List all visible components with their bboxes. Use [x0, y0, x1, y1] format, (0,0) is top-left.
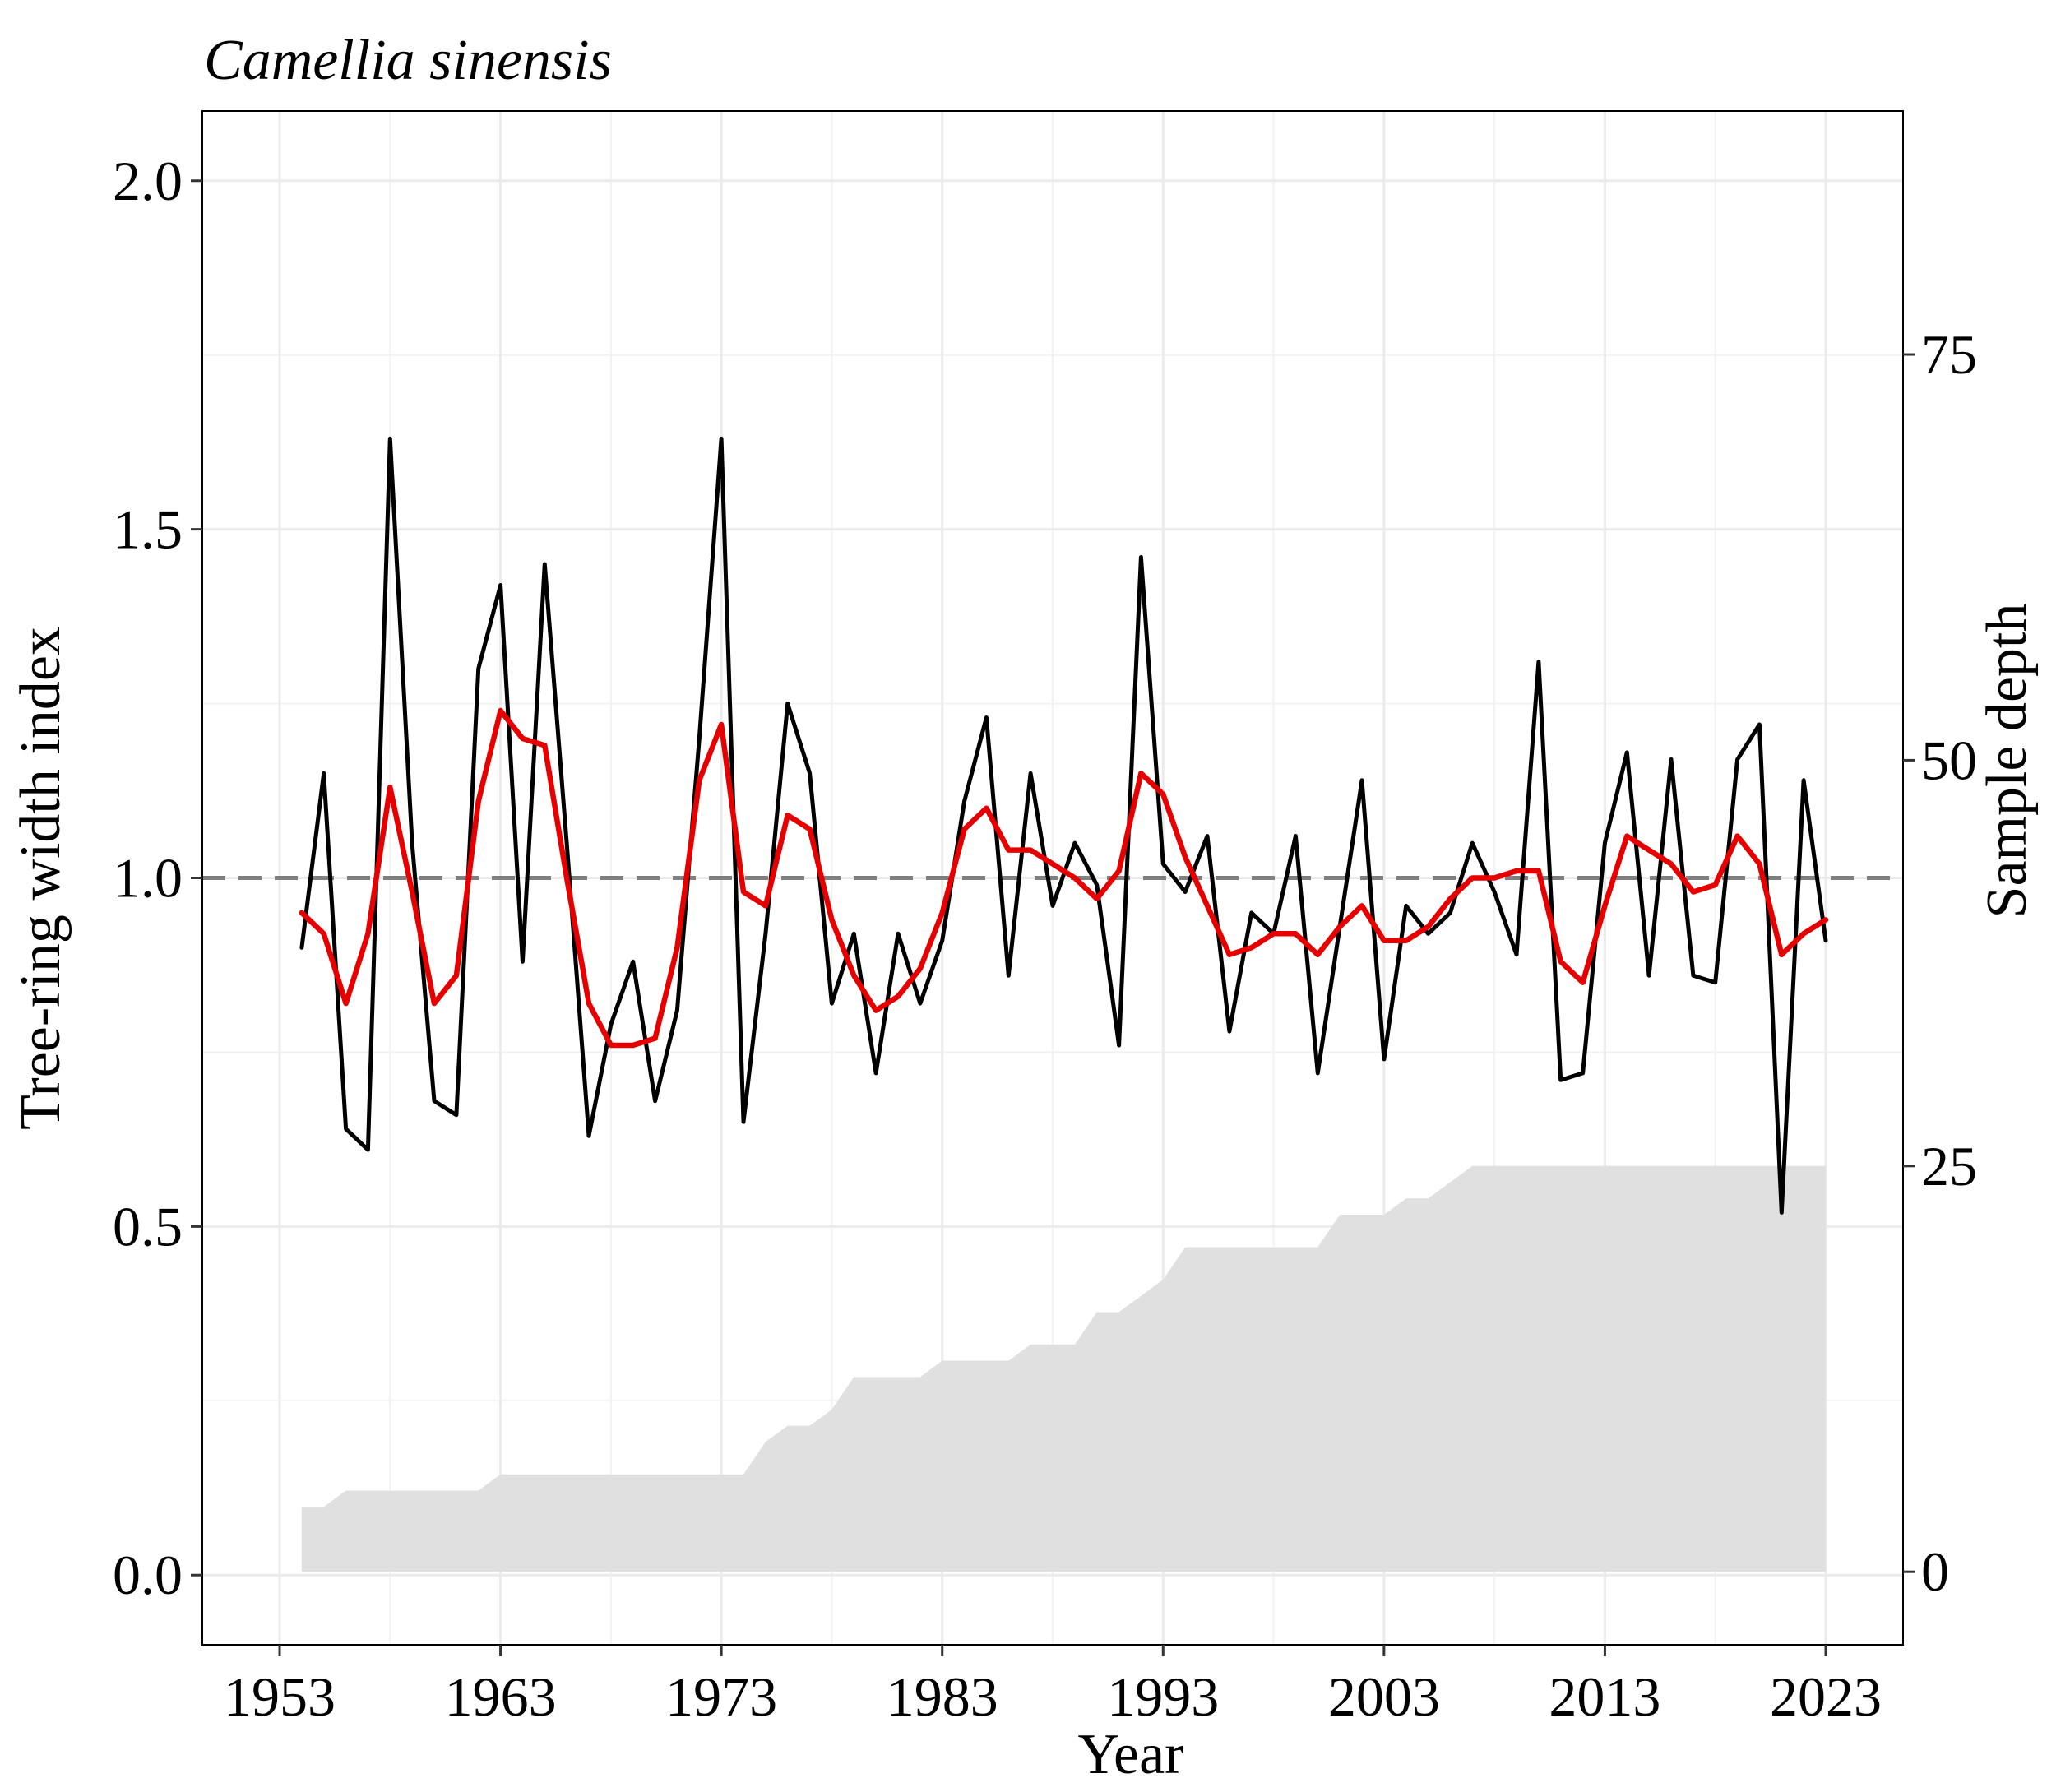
x-tick-label: 2023: [1770, 1665, 1882, 1728]
x-axis: 1953 1963 1973 1983 1993 2003 2013 2023: [224, 1645, 1882, 1728]
x-tick-label: 1993: [1107, 1665, 1219, 1728]
x-axis-title: Year: [1078, 1723, 1184, 1786]
y2-axis: 0 25 50 75: [1903, 323, 1977, 1603]
y-tick-label: 2.0: [113, 150, 183, 212]
series-line-smoothed: [299, 707, 1829, 1049]
series-line-tree-ring-index: [299, 436, 1828, 1215]
y-axis: 0.0 0.5 1.0 1.5 2.0: [113, 150, 202, 1606]
y-tick-label: 1.0: [113, 847, 183, 910]
y2-tick-label: 25: [1921, 1135, 1977, 1197]
chart-title: Camellia sinensis: [204, 29, 612, 92]
x-tick-label: 1983: [887, 1665, 998, 1728]
series-layer: [299, 436, 1829, 1215]
y-axis-title: Tree-ring width index: [9, 627, 72, 1130]
x-tick-label: 2013: [1549, 1665, 1660, 1728]
y-tick-label: 1.5: [113, 498, 183, 561]
y-tick-label: 0.0: [113, 1544, 183, 1606]
y2-tick-label: 0: [1921, 1540, 1949, 1603]
x-tick-label: 2003: [1328, 1665, 1440, 1728]
x-tick-label: 1973: [665, 1665, 777, 1728]
y-tick-label: 0.5: [113, 1195, 183, 1257]
x-tick-label: 1963: [445, 1665, 557, 1728]
y2-tick-label: 75: [1921, 323, 1977, 386]
y2-tick-label: 50: [1921, 729, 1977, 791]
sample-depth-area-layer: [301, 1165, 1826, 1572]
sample-depth-area: [301, 1165, 1826, 1572]
x-tick-label: 1953: [224, 1665, 336, 1728]
y2-axis-title: Sample depth: [1975, 604, 2039, 919]
